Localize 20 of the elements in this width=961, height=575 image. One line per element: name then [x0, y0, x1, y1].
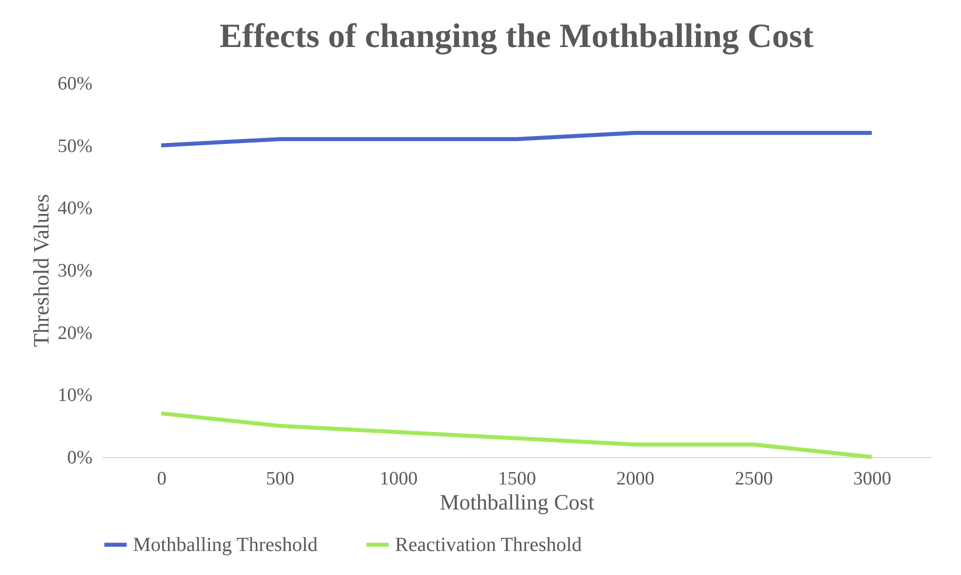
y-tick-label: 20%	[58, 322, 93, 344]
chart-title: Effects of changing the Mothballing Cost	[219, 18, 814, 55]
y-tick-label: 10%	[58, 385, 93, 406]
x-axis-title: Mothballing Cost	[440, 490, 594, 514]
x-tick-label: 1500	[498, 468, 536, 490]
legend-label: Mothballing Threshold	[133, 534, 318, 556]
x-tick-label: 3000	[853, 468, 892, 490]
y-tick-label: 40%	[58, 198, 93, 220]
x-tick-label: 2000	[616, 468, 654, 490]
x-tick-label: 500	[266, 468, 294, 490]
x-tick-label: 2500	[734, 468, 773, 490]
line-series	[159, 411, 874, 459]
y-tick-label: 0%	[67, 448, 93, 468]
y-axis-title: Threshold Values	[28, 194, 54, 347]
y-tick-label: 30%	[58, 260, 93, 282]
legend-label: Reactivation Threshold	[395, 534, 582, 556]
x-tick-label: 0	[156, 468, 166, 490]
x-tick-label: 1000	[380, 468, 418, 490]
y-tick-label: 50%	[58, 136, 93, 157]
y-tick-label: 60%	[58, 74, 93, 94]
